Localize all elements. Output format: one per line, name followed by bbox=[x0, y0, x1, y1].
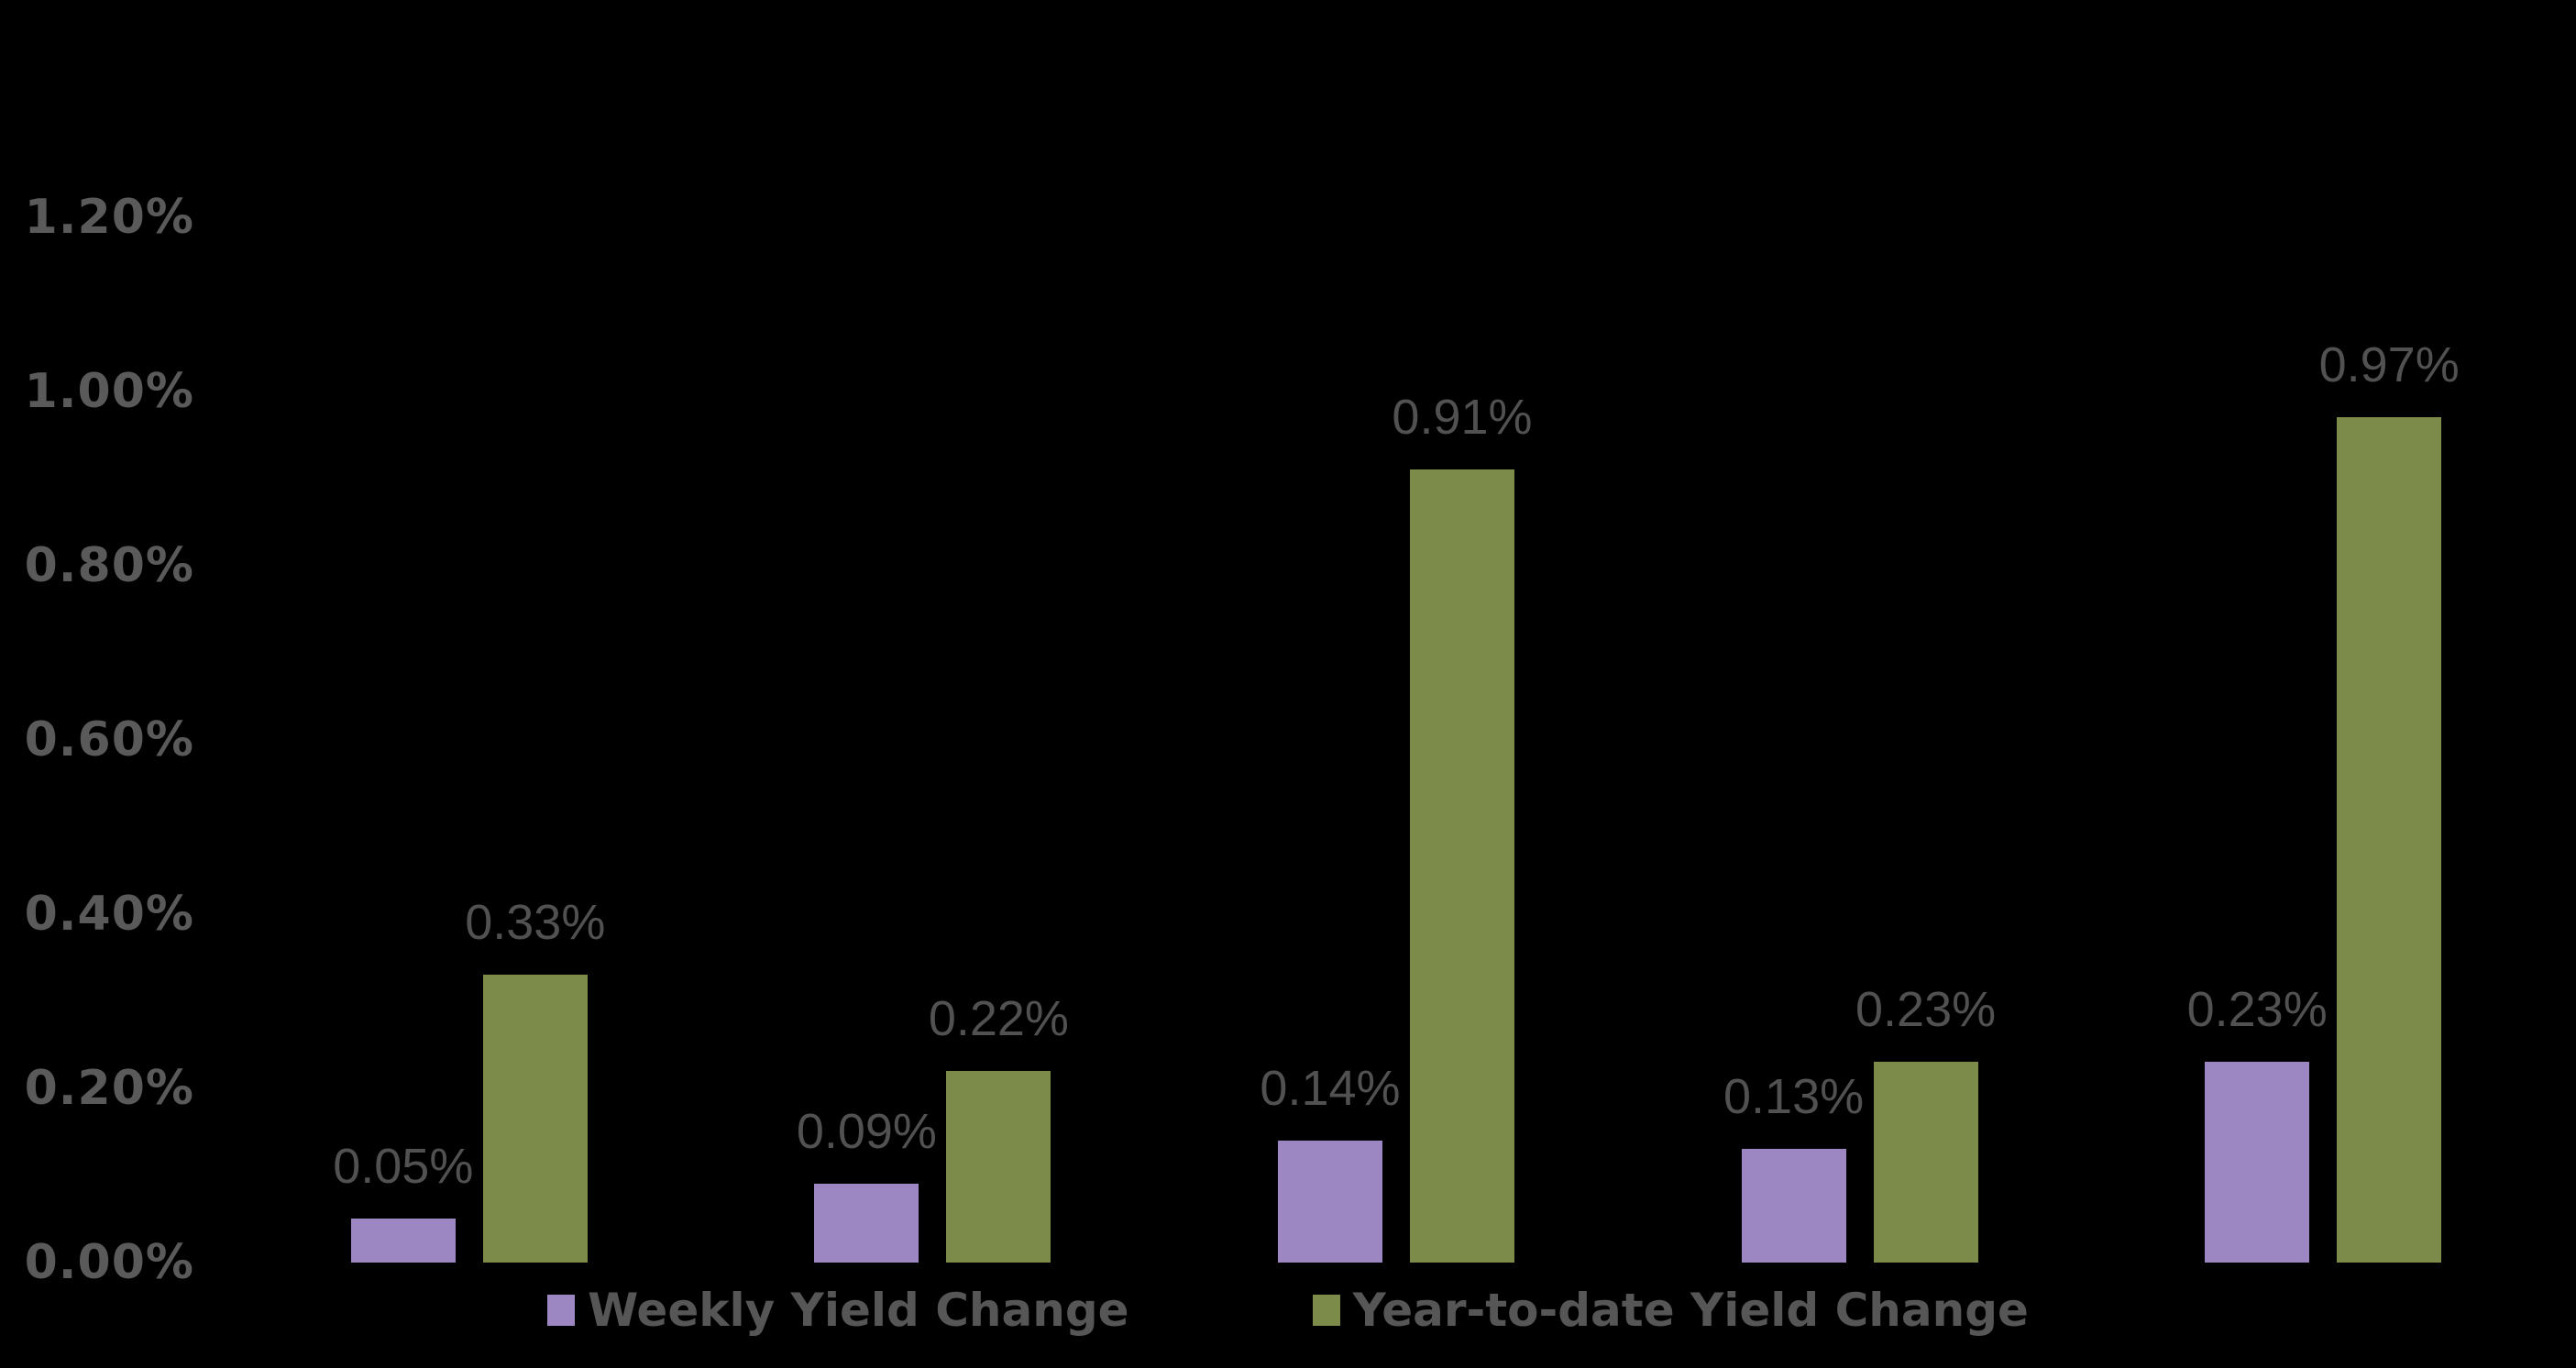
bar-value-label: 0.97% bbox=[2318, 337, 2460, 392]
bar-year-to-date-yield-change-4: 0.23% bbox=[1855, 982, 1996, 1263]
bar-weekly-yield-change-5: 0.23% bbox=[2187, 982, 2328, 1263]
bar-group-3: 0.14% 0.91% bbox=[1164, 212, 1628, 1263]
bar-year-to-date-yield-change-3: 0.91% bbox=[1392, 390, 1533, 1263]
bar-value-label: 0.91% bbox=[1392, 390, 1533, 445]
bar-value-label: 0.13% bbox=[1723, 1069, 1865, 1124]
legend-swatch-weekly-yield-change bbox=[547, 1295, 576, 1326]
y-axis-tick-label: 1.20% bbox=[24, 190, 194, 245]
bar-value-label: 0.22% bbox=[928, 991, 1069, 1046]
y-axis-tick-label: 0.60% bbox=[24, 712, 194, 767]
bar-group-2: 0.09% 0.22% bbox=[701, 212, 1165, 1263]
legend-label: Weekly Yield Change bbox=[588, 1284, 1129, 1337]
y-axis-tick-label: 0.80% bbox=[24, 538, 194, 593]
plot-area: 0.05% 0.33% 0.09% 0.22% 0.14% 0.91% 0.13% 0.23%… bbox=[237, 212, 2555, 1263]
bar-year-to-date-yield-change-1: 0.33% bbox=[465, 895, 605, 1263]
bar-group-1: 0.05% 0.33% bbox=[237, 212, 701, 1263]
bar-group-4: 0.13% 0.23% bbox=[1628, 212, 2092, 1263]
legend-swatch-year-to-date-yield-change bbox=[1312, 1295, 1340, 1326]
legend-label: Year-to-date Yield Change bbox=[1352, 1284, 2029, 1337]
bar-value-label: 0.05% bbox=[333, 1139, 474, 1194]
y-axis-tick-label: 1.00% bbox=[24, 364, 194, 419]
bar-group-5: 0.23% 0.97% bbox=[2091, 212, 2555, 1263]
y-axis-tick-label: 0.40% bbox=[24, 887, 194, 942]
bar-value-label: 0.23% bbox=[1855, 982, 1997, 1037]
bar-weekly-yield-change-4: 0.13% bbox=[1723, 1069, 1864, 1263]
bar-value-label: 0.23% bbox=[2186, 982, 2328, 1037]
legend-item-year-to-date-yield-change: Year-to-date Yield Change bbox=[1312, 1284, 2029, 1337]
y-axis: 0.00% 0.20% 0.40% 0.60% 0.80% 1.00% 1.20% bbox=[0, 0, 194, 1368]
y-axis-tick-label: 0.00% bbox=[24, 1235, 194, 1290]
bar-weekly-yield-change-2: 0.09% bbox=[797, 1104, 937, 1263]
bar-year-to-date-yield-change-5: 0.97% bbox=[2319, 337, 2460, 1263]
bar-value-label: 0.14% bbox=[1260, 1061, 1401, 1116]
y-axis-tick-label: 0.20% bbox=[24, 1061, 194, 1116]
bar-weekly-yield-change-3: 0.14% bbox=[1260, 1061, 1401, 1263]
bar-value-label: 0.33% bbox=[465, 895, 606, 950]
legend-item-weekly-yield-change: Weekly Yield Change bbox=[547, 1284, 1129, 1337]
bar-weekly-yield-change-1: 0.05% bbox=[333, 1139, 473, 1263]
legend: Weekly Yield Change Year-to-date Yield Ch… bbox=[0, 1284, 2576, 1337]
bar-year-to-date-yield-change-2: 0.22% bbox=[929, 991, 1069, 1263]
bar-value-label: 0.09% bbox=[796, 1104, 937, 1159]
